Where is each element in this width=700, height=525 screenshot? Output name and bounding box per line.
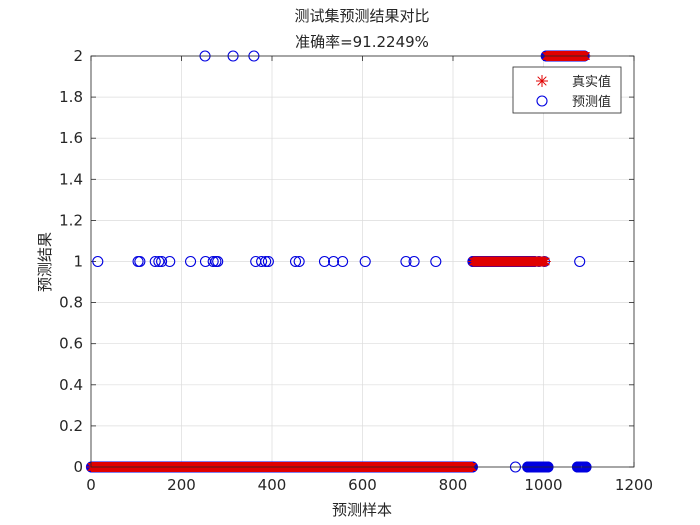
pred-point: [260, 255, 272, 268]
x-tick-label: 1000: [524, 476, 562, 494]
y-axis-ticks: 0 0.2 0.4 0.6 0.8 1 1.2 1.4 1.6 1.8 2: [59, 47, 634, 476]
pred-point: [207, 255, 219, 268]
x-tick-label: 800: [439, 476, 468, 494]
pred-point: [293, 255, 305, 268]
y-tick-label: 0: [73, 458, 83, 476]
y-tick-label: 0.6: [59, 335, 83, 353]
pred-point: [400, 255, 412, 268]
pred-point: [134, 255, 146, 268]
legend-true-label: 真实值: [572, 74, 611, 90]
y-tick-label: 1.2: [59, 211, 83, 229]
pred-point: [408, 255, 420, 268]
pred-point: [337, 255, 349, 268]
legend: 真实值 预测值: [512, 66, 622, 114]
true-point: [540, 256, 551, 267]
pred-point: [430, 255, 442, 268]
x-axis-ticks: 0 200 400 600 800 1000 1200: [86, 56, 653, 494]
legend-pred-label: 预测值: [572, 94, 611, 110]
y-tick-label: 1.6: [59, 129, 83, 147]
legend-asterisk: [536, 75, 548, 87]
y-tick-label: 1.4: [59, 170, 83, 188]
pred-point: [156, 255, 168, 268]
y-axis-label: 预测结果: [36, 232, 54, 292]
x-tick-label: 600: [348, 476, 377, 494]
legend-true-marker: [536, 75, 548, 87]
pred-point: [318, 255, 331, 268]
x-tick-label: 1200: [615, 476, 653, 494]
x-tick-label: 400: [258, 476, 287, 494]
pred-point: [153, 255, 165, 268]
pred-point: [327, 255, 340, 268]
pred-point: [262, 255, 274, 268]
pred-point: [256, 255, 268, 268]
legend-box: [512, 66, 622, 114]
plot-frame: [90, 55, 635, 468]
x-tick-label: 0: [86, 476, 96, 494]
legend-pred-marker: [536, 95, 548, 107]
pred-point: [164, 255, 176, 268]
pred-point: [185, 255, 197, 268]
chart-title: 测试集预测结果对比: [294, 7, 429, 25]
pred-point: [359, 255, 371, 268]
pred-point: [289, 255, 302, 268]
pred-point: [574, 255, 586, 268]
y-tick-label: 0.4: [59, 376, 83, 394]
chart-subtitle: 准确率=91.2249%: [295, 33, 429, 51]
y-tick-label: 1: [73, 253, 83, 271]
pred-point: [149, 255, 161, 268]
x-tick-label: 200: [167, 476, 196, 494]
pred-point: [212, 255, 224, 268]
y-tick-label: 0.8: [59, 294, 83, 312]
y-tick-label: 1.8: [59, 88, 83, 106]
x-axis-label: 预测样本: [332, 501, 392, 519]
y-tick-label: 2: [73, 47, 83, 65]
pred-point: [92, 255, 104, 268]
y-tick-label: 0.2: [59, 417, 83, 435]
